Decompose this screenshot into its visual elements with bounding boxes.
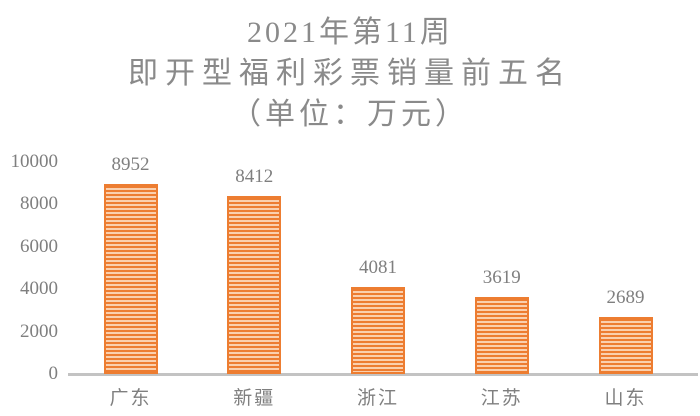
y-axis-tick-label: 8000 xyxy=(20,193,58,215)
bar xyxy=(103,184,158,374)
bar-value-label: 8412 xyxy=(235,166,274,187)
x-axis-category-label: 江苏 xyxy=(480,388,523,409)
x-axis-category-label: 浙江 xyxy=(356,388,399,409)
x-axis-category-label: 广东 xyxy=(109,388,152,409)
bar xyxy=(598,317,653,374)
y-axis-tick-label: 4000 xyxy=(20,278,58,300)
bar-value-label: 4081 xyxy=(359,257,397,278)
chart-title-line2: 即开型福利彩票销量前五名 xyxy=(128,57,572,90)
x-axis-category-label: 山东 xyxy=(604,388,647,409)
bar xyxy=(351,287,405,374)
bar-value-label: 8952 xyxy=(111,154,150,175)
bar xyxy=(474,297,529,374)
y-axis-tick-label: 2000 xyxy=(20,320,58,342)
x-axis-line xyxy=(68,373,698,376)
chart-title-line1: 2021年第11周 xyxy=(247,16,453,49)
bar-value-label: 2689 xyxy=(606,287,645,308)
bar xyxy=(227,196,282,374)
bar-value-label: 3619 xyxy=(482,267,521,288)
y-axis-tick-label: 6000 xyxy=(20,235,58,257)
y-axis-tick-label: 10000 xyxy=(10,151,59,172)
chart-title-line3: （单位：万元） xyxy=(231,98,469,131)
chart-title: 2021年第11周 即开型福利彩票销量前五名 （单位：万元） xyxy=(0,12,700,135)
x-axis-category-label: 新疆 xyxy=(233,388,276,409)
y-axis-tick-label: 0 xyxy=(48,363,59,384)
